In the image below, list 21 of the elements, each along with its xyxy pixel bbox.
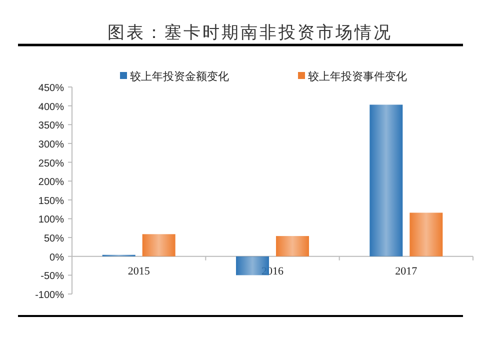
y-tick-label: 450% (38, 83, 64, 94)
y-tick-label: 50% (44, 234, 64, 245)
bar (410, 212, 443, 256)
y-tick-label: -100% (35, 290, 64, 301)
y-tick-label: 100% (38, 214, 64, 226)
y-tick-label: 250% (38, 158, 64, 170)
chart-title: 图表：塞卡时期南非投资市场情况 (108, 23, 392, 42)
x-tick-label: 2017 (395, 265, 418, 278)
legend-label: 较上年投资事件变化 (308, 70, 407, 83)
y-tick-label: 200% (38, 177, 64, 188)
legend-label: 较上年投资金额变化 (130, 70, 229, 83)
y-tick-label: 150% (38, 196, 64, 207)
y-tick-label: 300% (38, 139, 64, 150)
y-tick-label: -50% (40, 271, 64, 282)
y-tick-label: 350% (38, 120, 64, 132)
y-tick-label: 0% (50, 252, 64, 264)
x-tick-label: 2015 (128, 265, 150, 278)
bar (276, 236, 309, 256)
bar (142, 234, 176, 256)
bar (370, 104, 403, 256)
y-tick-label: 400% (38, 102, 64, 113)
